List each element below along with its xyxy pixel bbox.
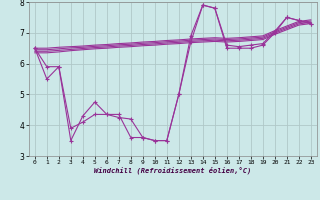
X-axis label: Windchill (Refroidissement éolien,°C): Windchill (Refroidissement éolien,°C) [94,167,252,174]
